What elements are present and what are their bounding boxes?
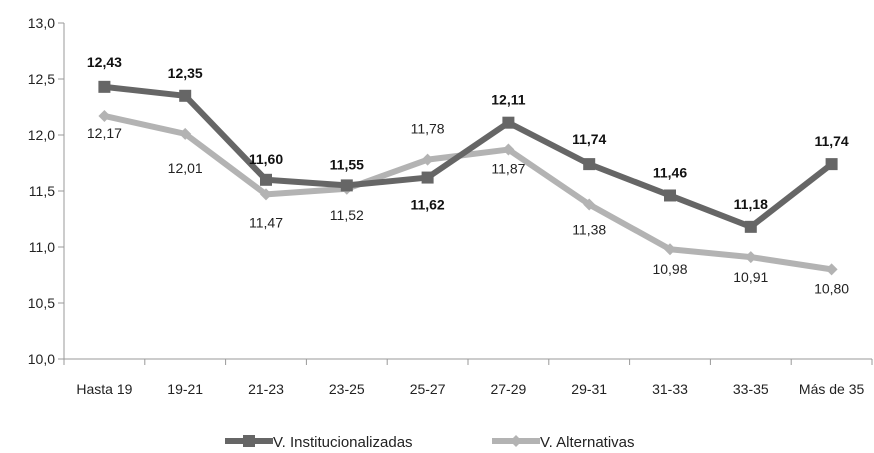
data-point-institucionalizadas (179, 89, 192, 102)
x-tick-label: 29-31 (571, 381, 607, 397)
data-point-institucionalizadas (98, 80, 111, 93)
series-lines (103, 83, 834, 273)
data-point-institucionalizadas (744, 220, 757, 233)
data-point-alternativas (260, 188, 272, 201)
series-markers (98, 80, 838, 276)
data-point-alternativas (583, 198, 596, 211)
data-label-institucionalizadas: 11,74 (572, 131, 606, 147)
data-label-alternativas: 12,17 (87, 125, 122, 141)
data-label-institucionalizadas: 11,46 (653, 164, 687, 180)
data-label-institucionalizadas: 12,43 (87, 54, 122, 70)
y-tick-label: 12,5 (28, 71, 55, 87)
y-tick-label: 10,5 (28, 295, 55, 311)
data-label-alternativas: 11,38 (572, 221, 606, 237)
data-point-alternativas (744, 251, 757, 264)
data-point-alternativas (98, 109, 111, 122)
y-tick-label: 12,0 (28, 127, 55, 143)
data-point-institucionalizadas (260, 173, 272, 186)
legend-marker-square (243, 435, 255, 447)
data-label-alternativas: 10,98 (652, 261, 687, 277)
data-point-alternativas (421, 153, 434, 166)
legend-marker-diamond (510, 435, 522, 447)
data-label-alternativas: 10,80 (814, 280, 849, 296)
x-tick-label: 25-27 (410, 381, 446, 397)
data-label-institucionalizadas: 12,35 (168, 65, 203, 81)
series-line-institucionalizadas (104, 83, 834, 230)
y-tick-label: 11,0 (29, 239, 55, 255)
data-label-alternativas: 11,52 (330, 207, 364, 223)
axes: 10,0 10,5 11,0 11,5 12,0 12,5 13,0 Hasta 19 19-2… (28, 15, 873, 397)
data-point-institucionalizadas (502, 116, 515, 129)
data-label-alternativas: 11,78 (411, 121, 445, 137)
data-point-institucionalizadas (340, 179, 353, 192)
data-label-alternativas: 12,01 (168, 160, 203, 176)
y-tick-label: 13,0 (28, 15, 55, 31)
data-label-institucionalizadas: 11,74 (814, 133, 848, 149)
data-label-institucionalizadas: 11,62 (410, 197, 444, 213)
x-tick-label: 33-35 (733, 381, 769, 397)
y-tick-label: 11,5 (29, 183, 55, 199)
x-tick-label: 23-25 (329, 381, 365, 397)
data-label-institucionalizadas: 11,60 (249, 151, 283, 167)
y-tick-label: 10,0 (28, 351, 55, 367)
x-tick-label: 21-23 (248, 381, 284, 397)
x-tick-label: 31-33 (652, 381, 688, 397)
data-label-institucionalizadas: 11,18 (734, 196, 768, 212)
data-labels: 12,43 12,35 11,60 11,55 11,62 12,11 11,74 11,46… (87, 54, 849, 297)
data-point-institucionalizadas (421, 171, 434, 184)
x-tick-label: Hasta 19 (76, 381, 132, 397)
data-label-institucionalizadas: 11,55 (330, 156, 364, 172)
data-point-alternativas (825, 263, 838, 276)
legend: V. Institucionalizadas V. Alternativas (225, 434, 635, 451)
legend-label: V. Institucionalizadas (273, 434, 413, 451)
data-point-alternativas (502, 143, 515, 156)
data-point-institucionalizadas (664, 189, 676, 202)
data-label-alternativas: 11,47 (249, 214, 283, 230)
data-label-alternativas: 11,87 (491, 161, 525, 177)
x-tick-label: 19-21 (167, 381, 203, 397)
series-line-alternativas (103, 113, 833, 273)
data-label-institucionalizadas: 12,11 (491, 92, 525, 108)
legend-label: V. Alternativas (540, 434, 635, 451)
data-point-alternativas (664, 243, 676, 256)
x-tick-label: 27-29 (490, 381, 526, 397)
data-point-alternativas (179, 127, 192, 140)
x-tick-label: Más de 35 (799, 381, 865, 397)
data-point-institucionalizadas (825, 158, 838, 171)
data-label-alternativas: 10,91 (733, 269, 768, 285)
data-point-institucionalizadas (583, 158, 596, 171)
